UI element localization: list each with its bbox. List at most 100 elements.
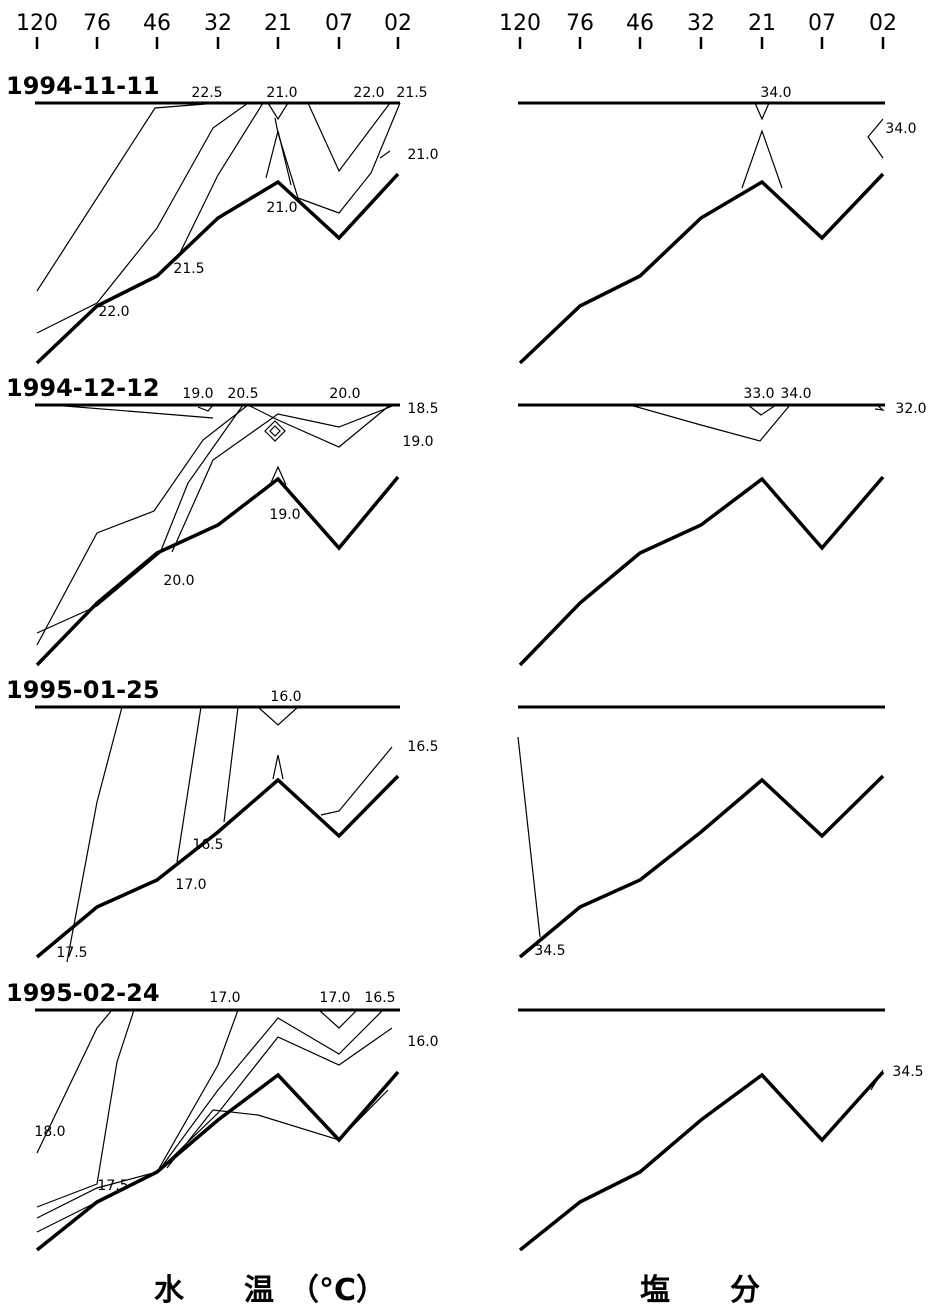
temperature-isoline <box>265 130 292 186</box>
temperature-isoline <box>106 1027 393 1199</box>
station-label: 02 <box>869 11 897 36</box>
panel: 1995-01-25 16.0 16.5 16.5 17.0 17.5 34.5 <box>6 676 885 963</box>
station-label: 07 <box>325 11 353 36</box>
sea-bottom-line <box>35 475 400 667</box>
temperature-isoline <box>36 1009 113 1154</box>
station-label: 120 <box>16 11 58 36</box>
salinity-contour-label: 34.0 <box>780 386 811 402</box>
temperature-isoline <box>223 706 239 823</box>
salinity-isoline <box>629 404 791 442</box>
temperature-axis-label: 水 温 （°C） <box>154 1273 386 1308</box>
salinity-contour-label: 34.5 <box>534 943 565 959</box>
temperature-contour-label: 20.0 <box>329 386 360 402</box>
salinity-contour-label: 34.0 <box>760 85 791 101</box>
temperature-contour-label: 17.0 <box>175 877 206 893</box>
temperature-isoline <box>36 1009 135 1208</box>
temperature-contour-label: 21.0 <box>266 200 297 216</box>
station-label: 32 <box>687 11 715 36</box>
temperature-contour-label: 21.5 <box>173 261 204 277</box>
salinity-contour-label: 34.5 <box>892 1064 923 1080</box>
temperature-isoline <box>171 404 396 553</box>
salinity-isoline <box>754 102 770 121</box>
temperature-isoline <box>166 1089 389 1169</box>
temperature-isoline <box>36 404 244 634</box>
sea-bottom-line <box>518 172 885 365</box>
temperature-isoline <box>36 1009 384 1233</box>
temperature-contour-label: 17.0 <box>209 990 240 1006</box>
temperature-isoline <box>176 102 264 260</box>
temperature-isoline <box>307 102 391 173</box>
temperature-contour-label: 21.0 <box>266 85 297 101</box>
sea-bottom-line <box>518 1070 885 1252</box>
salinity-isoline <box>747 404 777 416</box>
temperature-section: 22.5 21.0 22.0 21.5 21.0 21.0 21.5 22.0 <box>35 85 439 365</box>
panel: 1994-11-11 22.5 21.0 22.0 21.521.021.021.522… <box>6 72 917 365</box>
salinity-contour-label: 33.0 <box>743 386 774 402</box>
salinity-isoline <box>517 736 541 938</box>
temperature-contour-label: 17.0 <box>319 990 350 1006</box>
temperature-contour-label: 17.5 <box>56 945 87 961</box>
temperature-contour-label: 16.5 <box>192 837 223 853</box>
temperature-isoline <box>264 420 286 442</box>
sea-bottom-line <box>35 172 400 365</box>
temperature-isoline <box>320 746 393 816</box>
temperature-isoline <box>267 102 289 121</box>
temperature-isoline <box>176 706 202 863</box>
panel: 1995-02-24 17.0 17.0 16.5 16.0 18.0 17.5 34.5 <box>6 979 924 1252</box>
salinity-section: 34.5 <box>517 705 885 959</box>
salinity-isoline <box>874 404 885 411</box>
temperature-isoline <box>66 706 123 963</box>
temperature-contour-label: 22.5 <box>191 85 222 101</box>
temperature-isoline <box>36 102 249 334</box>
station-label: 02 <box>384 11 412 36</box>
station-label: 21 <box>264 11 292 36</box>
sea-bottom-line <box>35 1070 400 1252</box>
temperature-contour-label: 22.0 <box>353 85 384 101</box>
panels: 1994-11-11 22.5 21.0 22.0 21.521.021.021.522… <box>6 72 927 1252</box>
temperature-isoline <box>318 1009 358 1029</box>
temperature-contour-label: 20.5 <box>227 386 258 402</box>
temperature-isoline <box>272 754 284 780</box>
station-label: 21 <box>748 11 776 36</box>
temperature-contour-label: 16.5 <box>364 990 395 1006</box>
temperature-contour-label: 19.0 <box>182 386 213 402</box>
salinity-isoline <box>870 1069 884 1091</box>
salinity-isoline <box>741 129 783 189</box>
salinity-isoline <box>867 118 884 159</box>
temperature-contour-label: 19.0 <box>269 507 300 523</box>
salinity-axis-label: 塩 分 <box>640 1273 760 1308</box>
temperature-contour-label: 22.0 <box>98 304 129 320</box>
temperature-contour-label: 19.0 <box>402 434 433 450</box>
station-label: 120 <box>499 11 541 36</box>
temperature-isoline <box>269 465 287 486</box>
sea-bottom-line <box>518 475 885 667</box>
temperature-section: 17.0 17.0 16.5 16.0 18.0 17.5 <box>34 990 439 1252</box>
temperature-contour-label: 21.5 <box>396 85 427 101</box>
temperature-isoline <box>36 102 219 292</box>
temperature-isoline <box>269 425 281 437</box>
panel-date: 1995-02-24 <box>6 979 160 1007</box>
temperature-contour-label: 18.0 <box>34 1124 65 1140</box>
sea-bottom-line <box>35 774 400 959</box>
temperature-contour-label: 21.0 <box>407 147 438 163</box>
temperature-contour-label: 20.0 <box>163 573 194 589</box>
salinity-contour-label: 32.0 <box>895 401 926 417</box>
temperature-contour-label: 16.0 <box>270 689 301 705</box>
station-label: 46 <box>626 11 654 36</box>
temperature-isoline <box>36 1009 239 1219</box>
temperature-contour-label: 16.5 <box>407 739 438 755</box>
temperature-isoline <box>51 404 214 419</box>
panel-date: 1994-12-12 <box>6 374 160 402</box>
salinity-section: 33.0 34.0 32.0 <box>518 386 927 667</box>
temperature-contour-label: 17.5 <box>97 1178 128 1194</box>
station-axis: 120 76 46 32 21 07 02 120 76 46 32 21 07 02 <box>16 11 897 49</box>
temperature-isoline <box>274 102 401 214</box>
temperature-isoline <box>247 404 391 448</box>
salinity-contour-label: 34.0 <box>885 121 916 137</box>
temperature-isoline <box>197 404 214 412</box>
temperature-section: 19.0 20.5 20.0 18.5 19.0 19.0 20.0 <box>35 386 439 667</box>
station-label: 32 <box>204 11 232 36</box>
temperature-isoline <box>257 706 299 726</box>
panel: 1994-12-12 19.0 20.5 20.0 18.5 19.0 19.0 20.0 33… <box>6 374 927 667</box>
